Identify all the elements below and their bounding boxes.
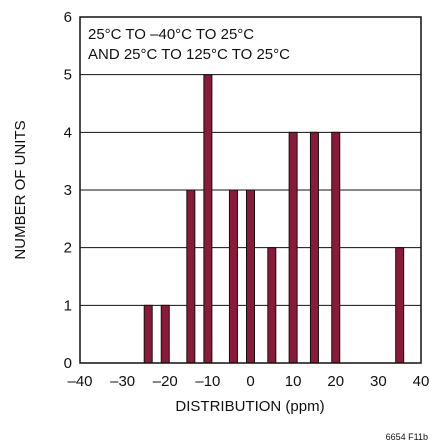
figure-id: 6654 F11b [386,432,428,442]
x-axis-label: DISTRIBUTION (ppm) [175,398,324,415]
x-tick-label: 20 [327,373,344,390]
x-tick-label: 10 [285,373,302,390]
y-tick-label: 5 [64,67,72,84]
bar [288,131,298,364]
bar [186,189,196,364]
bar [331,131,341,364]
x-tick-label: –10 [195,373,220,390]
y-tick-labels: 0 1 2 3 4 5 6 [64,9,72,372]
x-tick-labels: –40 –30 –20 –10 0 10 20 30 40 [67,373,429,390]
annotation-line-1: 25°C TO –40°C TO 25°C [88,26,254,43]
bar [228,189,238,364]
bar [143,304,153,364]
bar [160,304,170,364]
x-tick-label: –30 [110,373,135,390]
x-tick-label: –40 [67,373,92,390]
bar [203,74,213,364]
y-tick-label: 3 [64,182,72,199]
annotation-line-2: AND 25°C TO 125°C TO 25°C [88,46,290,63]
bar [309,131,319,364]
plot-frame [79,16,422,364]
x-tick-label: 40 [413,373,430,390]
bars [143,74,405,364]
y-tick-label: 2 [64,240,72,257]
y-axis-label: NUMBER OF UNITS [12,120,29,259]
annotation-box [82,19,338,69]
bar [267,247,277,364]
x-tick-label: 30 [370,373,387,390]
y-tick-label: 1 [64,297,72,314]
x-tick-label: –20 [153,373,178,390]
y-tick-label: 4 [64,124,72,141]
y-tick-label: 0 [64,355,72,372]
y-tick-label: 6 [64,9,72,26]
x-tick-label: 0 [246,373,254,390]
bar [395,247,405,364]
bar [246,189,255,364]
